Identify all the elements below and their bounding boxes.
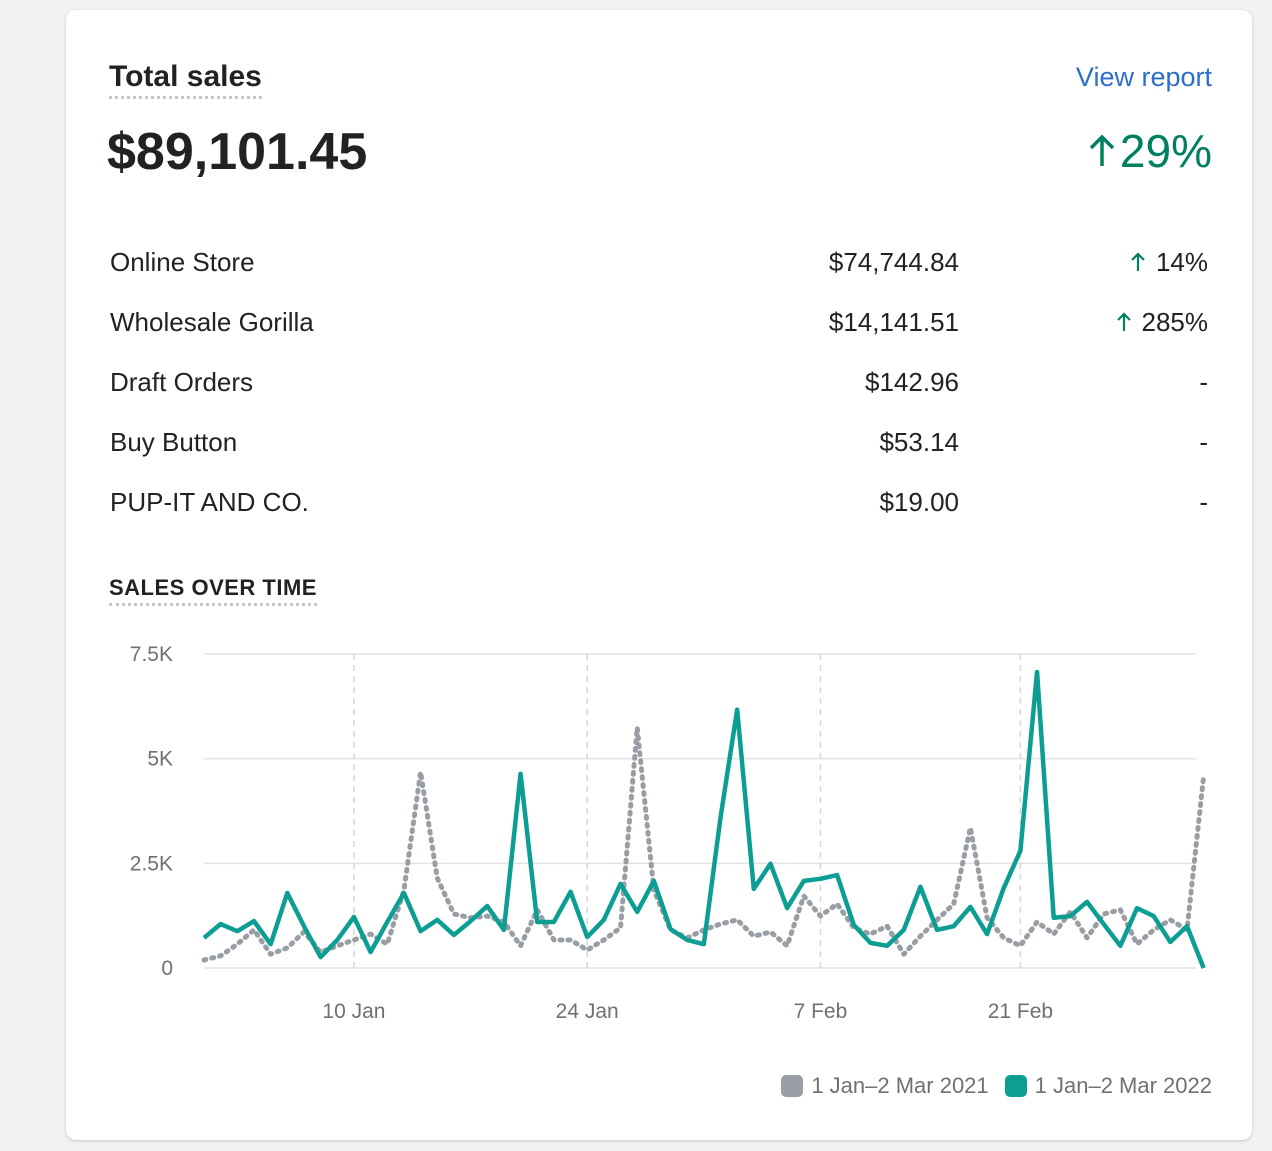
title: Total sales [109, 60, 262, 99]
legend-swatch [1004, 1075, 1027, 1097]
legend-swatch [781, 1075, 804, 1097]
x-tick-label: 21 Feb [988, 1000, 1053, 1023]
y-tick-label: 7.5K [130, 643, 173, 666]
row-amount: $19.00 [879, 487, 959, 517]
up-arrow [1116, 312, 1131, 331]
row-change: - [1199, 427, 1208, 457]
total: $89,101.45 [107, 123, 368, 181]
y-tick-label: 2.5K [130, 852, 173, 875]
x-tick-label: 24 Jan [556, 1000, 619, 1023]
legend-label: 1 Jan–2 Mar 2021 [811, 1073, 989, 1098]
total-change-value: 29% [1119, 125, 1212, 177]
row-name: Buy Button [110, 427, 238, 457]
legend-label: 1 Jan–2 Mar 2022 [1034, 1073, 1212, 1098]
row-name: Online Store [110, 247, 255, 277]
row-change-value: 285% [1141, 307, 1209, 337]
row-amount: $53.14 [879, 427, 959, 457]
row-change: - [1199, 367, 1208, 397]
row-change-value: 14% [1155, 247, 1208, 277]
view-report-link[interactable]: View report [1075, 62, 1212, 92]
chart-title: SALES OVER TIME [109, 575, 317, 606]
row-name: Draft Orders [110, 367, 254, 397]
up-arrow [1089, 134, 1115, 166]
row-change: 285% [1116, 307, 1209, 338]
series-line [202, 669, 1206, 969]
row-change: 14% [1130, 247, 1208, 278]
row-change: - [1199, 487, 1208, 517]
row-amount: $74,744.84 [828, 247, 959, 277]
y-tick-label: 0 [161, 957, 173, 980]
up-arrow [1131, 252, 1145, 271]
x-tick-label: 10 Jan [322, 1000, 385, 1023]
y-tick-label: 5K [147, 748, 173, 771]
legend: 1 Jan–2 Mar 2021 1 Jan–2 Mar 2022 [781, 1073, 1212, 1099]
total-change: 29% [1088, 124, 1212, 178]
row-name: PUP-IT AND CO. [110, 487, 309, 517]
card [66, 10, 1252, 1140]
row-amount: $142.96 [865, 367, 959, 397]
x-tick-label: 7 Feb [794, 1000, 848, 1023]
row-amount: $14,141.51 [828, 307, 959, 337]
row-name: Wholesale Gorilla [110, 307, 314, 337]
